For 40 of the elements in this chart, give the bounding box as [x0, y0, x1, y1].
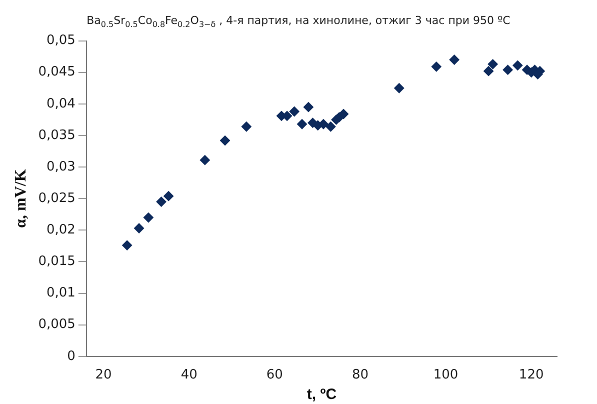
y-tick-label: 0,03	[46, 159, 76, 174]
point	[512, 60, 523, 70]
x-tick-label: 20	[95, 368, 112, 383]
y-tick-label: 0,05	[46, 33, 76, 48]
point	[156, 196, 166, 207]
y-tick-label: 0,02	[46, 222, 76, 238]
x-axis-title: t, ºC	[306, 386, 337, 404]
point	[200, 155, 210, 166]
point	[220, 136, 230, 146]
x-tick-label: 100	[433, 368, 458, 383]
point	[338, 109, 349, 120]
y-tick-label: 0,015	[38, 254, 76, 270]
point	[143, 212, 154, 223]
x-tick-label: 60	[266, 368, 283, 383]
y-tick-label: 0,04	[46, 96, 76, 112]
point	[303, 102, 314, 112]
point	[449, 54, 460, 65]
y-tick-label: 0,005	[38, 317, 76, 332]
y-tick-label: 0	[67, 348, 76, 364]
y-tick-label: 0,025	[38, 190, 76, 206]
point	[289, 106, 300, 116]
point	[488, 59, 498, 70]
y-tick-label: 0,035	[38, 128, 76, 143]
point	[241, 122, 252, 132]
point	[122, 240, 132, 250]
point	[134, 223, 144, 234]
point	[297, 119, 308, 130]
y-tick-label: 0,045	[38, 64, 76, 80]
point	[484, 66, 494, 76]
y-axis-title: α, mV/K	[12, 168, 30, 228]
x-tick-label: 80	[352, 368, 368, 383]
x-tick-label: 120	[518, 368, 544, 383]
point	[431, 62, 442, 72]
point	[394, 83, 404, 94]
chart-title: Ba$_{0.5}$Sr$_{0.5}$Co$_{0.8}$Fe$_{0.2}$O$_{3−δ}$ , 4-я партия, на хинолине, отжиг 3 час при 950 ºС	[86, 14, 510, 30]
point	[502, 64, 513, 75]
x-tick-label: 40	[180, 368, 198, 383]
y-tick-label: 0,01	[46, 286, 76, 301]
point	[164, 191, 174, 202]
point	[326, 122, 336, 132]
